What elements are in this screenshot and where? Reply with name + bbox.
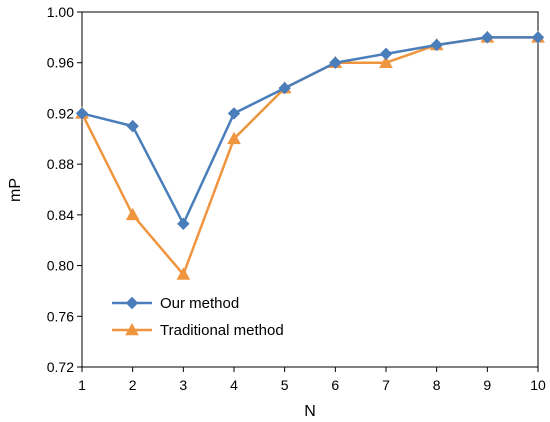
y-tick-label: 0.80	[47, 258, 74, 274]
y-axis-title: mP	[7, 178, 24, 202]
y-tick-label: 0.96	[47, 55, 74, 71]
y-tick-label: 0.84	[47, 207, 74, 223]
data-point	[481, 31, 494, 44]
plot-frame	[81, 11, 539, 368]
x-tick-label: 9	[483, 377, 491, 393]
legend-marker	[125, 296, 139, 310]
y-axis-ticks: 0.72 0.76 0.80 0.84 0.88 0.92 0.96 1.00	[47, 4, 82, 375]
x-tick-label: 1	[78, 377, 86, 393]
y-tick-label: 0.72	[47, 359, 74, 375]
data-point	[177, 217, 190, 230]
y-tick-label: 0.76	[47, 308, 74, 324]
series-our-method	[75, 31, 545, 230]
x-tick-label: 4	[230, 377, 238, 393]
x-tick-label: 5	[281, 377, 289, 393]
x-tick-label: 8	[433, 377, 441, 393]
data-point	[125, 207, 140, 221]
data-point	[75, 107, 89, 120]
x-tick-label: 3	[179, 377, 187, 393]
x-tick-label: 6	[331, 377, 339, 393]
series-layer	[75, 30, 545, 280]
series-line	[81, 36, 538, 225]
legend-marker	[125, 322, 139, 336]
legend-label: Our method	[160, 295, 239, 312]
y-tick-label: 0.92	[47, 105, 74, 121]
series-traditional-method	[75, 30, 545, 280]
y-tick-label: 1.00	[47, 4, 74, 20]
legend-item: Our method	[112, 295, 239, 312]
data-point	[379, 55, 393, 69]
data-point	[430, 38, 443, 52]
legend-label: Traditional method	[160, 322, 284, 339]
data-point	[176, 267, 191, 280]
data-point	[379, 47, 393, 61]
x-tick-label: 7	[382, 377, 390, 393]
plot-border	[81, 11, 539, 368]
data-point	[227, 107, 241, 120]
y-tick-label: 0.88	[47, 156, 74, 172]
x-axis-title: N	[304, 403, 316, 420]
data-point	[227, 131, 241, 145]
data-point	[278, 81, 291, 95]
legend-item: Traditional method	[112, 322, 284, 339]
data-point	[329, 56, 342, 69]
data-point	[126, 119, 139, 133]
x-axis-ticks: 1 2 3 4 5 6 7 8 9 10	[78, 367, 546, 393]
x-tick-label: 10	[530, 377, 546, 393]
series-line	[80, 36, 538, 276]
x-tick-label: 2	[129, 377, 137, 393]
data-point	[531, 31, 545, 44]
legend: Our method Traditional method	[112, 295, 284, 339]
